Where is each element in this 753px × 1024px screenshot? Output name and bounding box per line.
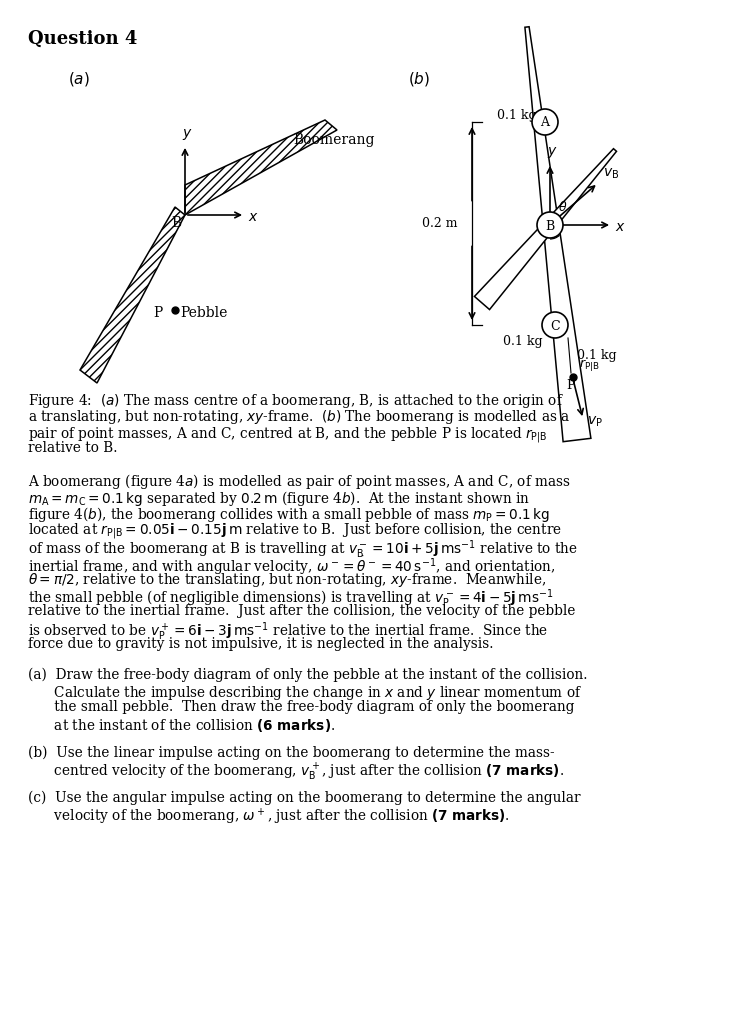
Text: located at $r_{\rm P|B} = 0.05{\bf i} - 0.15{\bf j}\,{\rm m}$ relative to B.  Ju: located at $r_{\rm P|B} = 0.05{\bf i} - … [28,521,562,541]
Text: a translating, but non-rotating, $xy$-frame.  $(b)$ The boomerang is modelled as: a translating, but non-rotating, $xy$-fr… [28,409,570,427]
Text: velocity of the boomerang, $\omega^+$, just after the collision $\mathbf{(7\ mar: velocity of the boomerang, $\omega^+$, j… [28,807,510,827]
Text: pair of point masses, A and C, centred at B, and the pebble P is located $r_{\rm: pair of point masses, A and C, centred a… [28,425,547,444]
Text: (a)  Draw the free-body diagram of only the pebble at the instant of the collisi: (a) Draw the free-body diagram of only t… [28,668,587,682]
Text: 0.1 kg: 0.1 kg [503,335,543,347]
Circle shape [537,212,563,238]
Text: $\theta = \pi/2$, relative to the translating, but non-rotating, $xy$-frame.  Me: $\theta = \pi/2$, relative to the transl… [28,571,546,589]
Text: $\theta$: $\theta$ [558,200,568,214]
Text: B: B [545,219,555,232]
Text: 0.1 kg: 0.1 kg [577,348,617,361]
Text: A: A [541,117,550,129]
Circle shape [542,312,568,338]
Text: $x$: $x$ [248,210,259,224]
Text: $v_{\rm P}$: $v_{\rm P}$ [587,415,603,429]
Text: (b)  Use the linear impulse acting on the boomerang to determine the mass-: (b) Use the linear impulse acting on the… [28,745,555,760]
Text: $x$: $x$ [615,220,626,234]
Text: Figure 4:  $(a)$ The mass centre of a boomerang, B, is attached to the origin of: Figure 4: $(a)$ The mass centre of a boo… [28,392,564,410]
Text: the small pebble (of negligible dimensions) is travelling at $v_{\rm P}^- = 4{\b: the small pebble (of negligible dimensio… [28,588,553,610]
Text: C: C [550,319,559,333]
Text: $v_{\rm B}$: $v_{\rm B}$ [603,167,619,181]
Text: $r_{\rm P|B}$: $r_{\rm P|B}$ [579,357,599,373]
Text: relative to B.: relative to B. [28,441,117,456]
Polygon shape [474,148,617,309]
Text: Question 4: Question 4 [28,30,137,48]
Text: figure 4($b$), the boomerang collides with a small pebble of mass $m_{\rm P} = 0: figure 4($b$), the boomerang collides wi… [28,505,550,524]
Text: A boomerang (figure 4$a$) is modelled as pair of point masses, A and C, of mass: A boomerang (figure 4$a$) is modelled as… [28,472,571,490]
Text: Pebble: Pebble [180,306,227,319]
Text: $y$: $y$ [181,127,192,142]
Text: (c)  Use the angular impulse acting on the boomerang to determine the angular: (c) Use the angular impulse acting on th… [28,791,581,805]
Text: P: P [154,306,163,319]
Text: $(a)$: $(a)$ [68,70,90,88]
Text: P: P [567,379,575,392]
Text: force due to gravity is not impulsive, it is neglected in the analysis.: force due to gravity is not impulsive, i… [28,637,493,651]
Text: relative to the inertial frame.  Just after the collision, the velocity of the p: relative to the inertial frame. Just aft… [28,604,575,618]
Text: $(b)$: $(b)$ [408,70,430,88]
Text: 0.1 kg: 0.1 kg [497,110,537,123]
Text: $y$: $y$ [547,145,557,160]
Text: centred velocity of the boomerang, $v_{\rm B}^+$, just after the collision $\mat: centred velocity of the boomerang, $v_{\… [28,762,564,783]
Text: at the instant of the collision $\mathbf{(6\ marks)}$.: at the instant of the collision $\mathbf… [28,717,335,734]
Text: Boomerang: Boomerang [293,133,374,147]
Text: the small pebble.  Then draw the free-body diagram of only the boomerang: the small pebble. Then draw the free-bod… [28,700,575,715]
Text: Calculate the impulse describing the change in $x$ and $y$ linear momentum of: Calculate the impulse describing the cha… [28,684,582,702]
Text: is observed to be $v_{\rm P}^+ = 6{\bf i} - 3{\bf j}\,{\rm ms}^{-1}$ relative to: is observed to be $v_{\rm P}^+ = 6{\bf i… [28,621,548,643]
Text: 0.2 m: 0.2 m [422,217,458,230]
Circle shape [532,109,558,135]
Text: of mass of the boomerang at B is travelling at $v_{\rm B}^- = 10{\bf i}+5{\bf j}: of mass of the boomerang at B is travell… [28,538,578,560]
Text: $m_{\rm A} = m_{\rm C} = 0.1\,{\rm kg}$ separated by $0.2\,{\rm m}$ (figure 4$b$: $m_{\rm A} = m_{\rm C} = 0.1\,{\rm kg}$ … [28,488,530,508]
Text: B: B [171,216,181,230]
Text: inertial frame, and with angular velocity, $\omega^- = \dot{\theta}^- = 40\,{\rm: inertial frame, and with angular velocit… [28,555,556,578]
